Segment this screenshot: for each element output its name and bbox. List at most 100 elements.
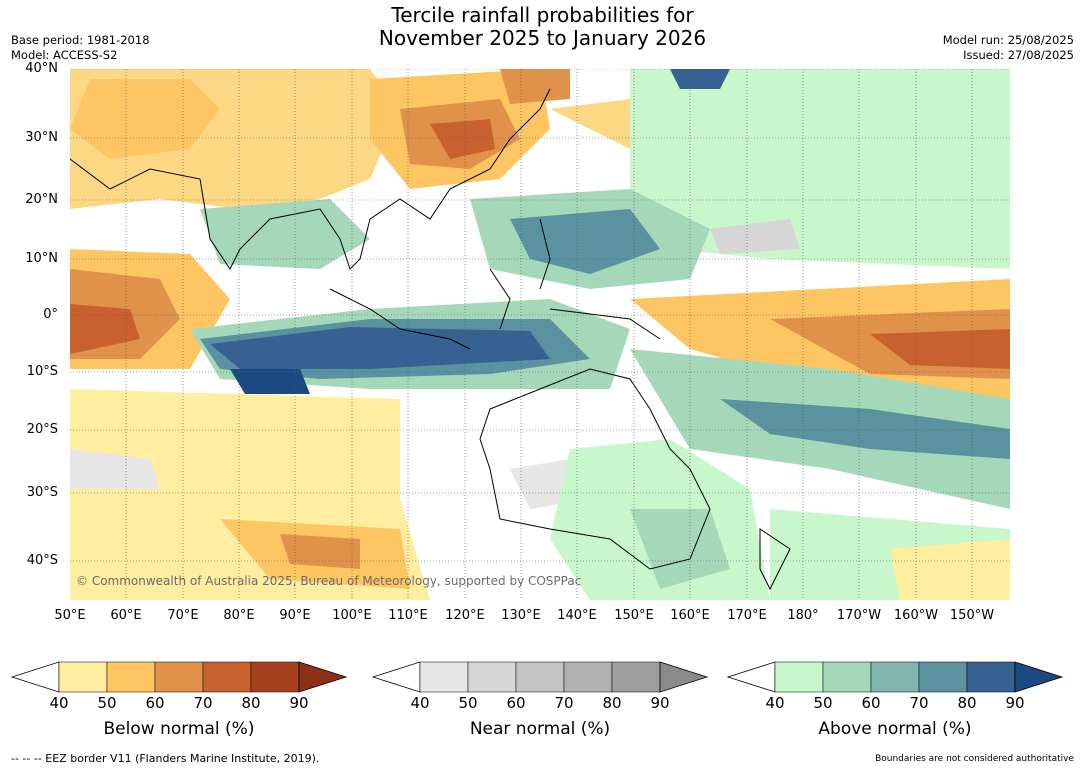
colorbar-near-swatch-4 xyxy=(563,661,613,693)
lat-label-30n: 30°N xyxy=(25,130,58,145)
lat-label-10n: 10°N xyxy=(25,251,58,266)
below-normal-japan xyxy=(500,69,570,104)
below-tick-90: 90 xyxy=(289,694,309,712)
coastline-asia xyxy=(70,88,551,270)
colorbar-below-swatch-1 xyxy=(58,661,108,693)
lon-label-70e: 70°E xyxy=(167,608,199,623)
lon-label-160e: 160°E xyxy=(670,608,710,623)
lon-label-180: 180° xyxy=(787,608,819,623)
above-normal-bay-bengal xyxy=(200,199,370,269)
colorbar-below-swatch-2 xyxy=(106,661,156,693)
issued-date: Issued: 27/08/2025 xyxy=(963,48,1074,62)
above-tick-80: 80 xyxy=(957,694,977,712)
above-tick-40: 40 xyxy=(765,694,785,712)
gridlines xyxy=(70,69,1010,600)
model-run: Model run: 25/08/2025 xyxy=(942,33,1074,47)
above-normal-east-australia-mid xyxy=(630,509,730,589)
colorbar-above-swatch-2 xyxy=(822,661,872,693)
lon-label-80e: 80°E xyxy=(223,608,255,623)
colorbar-strip xyxy=(10,661,1064,693)
below-tick-60: 60 xyxy=(145,694,165,712)
below-normal-china-core xyxy=(430,119,495,159)
lon-label-50e: 50°E xyxy=(54,608,86,623)
above-normal-philippines-mid xyxy=(510,209,660,274)
colorbar-near-normal xyxy=(371,661,709,693)
boundaries-disclaimer: Boundaries are not considered authoritat… xyxy=(875,754,1074,764)
colorbar-above-swatch-4 xyxy=(918,661,968,693)
coastline-sumatra-java xyxy=(329,288,471,350)
below-normal-title: Below normal (%) xyxy=(103,719,255,739)
below-tick-70: 70 xyxy=(193,694,213,712)
colorbar-near-left-arrow xyxy=(371,661,421,693)
near-tick-90: 90 xyxy=(650,694,670,712)
colorbar-below-left-arrow xyxy=(10,661,60,693)
lon-label-160w: 160°W xyxy=(893,608,939,623)
lon-label-170e: 170°E xyxy=(727,608,767,623)
near-tick-80: 80 xyxy=(602,694,622,712)
above-normal-indian-ocean-strong xyxy=(210,327,550,369)
near-tick-70: 70 xyxy=(554,694,574,712)
above-normal-title: Above normal (%) xyxy=(818,719,972,739)
lon-label-150w: 150°W xyxy=(949,608,995,623)
above-tick-90: 90 xyxy=(1005,694,1025,712)
lon-label-140e: 140°E xyxy=(557,608,597,623)
near-tick-40: 40 xyxy=(410,694,430,712)
near-normal-patch-1 xyxy=(70,449,160,489)
colorbar-near-right-arrow xyxy=(659,661,709,693)
colorbar-below-swatch-4 xyxy=(202,661,252,693)
model-name: Model: ACCESS-S2 xyxy=(11,48,118,62)
lon-label-100e: 100°E xyxy=(332,608,372,623)
above-tick-70: 70 xyxy=(909,694,929,712)
above-normal-indian-ocean-core xyxy=(230,369,310,394)
colorbar-above-left-arrow xyxy=(726,661,776,693)
colorbar-near-swatch-3 xyxy=(515,661,565,693)
lon-label-150e: 150°E xyxy=(614,608,654,623)
colorbar-below-swatch-5 xyxy=(250,661,300,693)
colorbar-below-normal xyxy=(10,661,348,693)
colorbar-below-swatch-3 xyxy=(154,661,204,693)
lat-label-40n: 40°N xyxy=(25,61,58,76)
below-tick-40: 40 xyxy=(49,694,69,712)
copyright-notice: © Commonwealth of Australia 2025, Bureau… xyxy=(76,574,582,588)
colorbar-above-right-arrow xyxy=(1014,661,1064,693)
lon-label-60e: 60°E xyxy=(110,608,142,623)
below-normal-central-pacific-core xyxy=(870,329,1010,369)
lon-label-130e: 130°E xyxy=(501,608,541,623)
colorbar-near-swatch-5 xyxy=(611,661,661,693)
lon-label-170w: 170°W xyxy=(836,608,882,623)
above-normal-north-pacific xyxy=(630,69,1010,269)
meta-left: Base period: 1981-2018 Model: ACCESS-S2 xyxy=(11,33,150,63)
coastline-new-guinea xyxy=(549,308,661,340)
coastline-new-zealand xyxy=(759,528,791,591)
below-normal-west-indian-core xyxy=(70,304,140,354)
above-tick-60: 60 xyxy=(861,694,881,712)
coastline-borneo xyxy=(489,268,511,330)
lon-label-120e: 120°E xyxy=(445,608,485,623)
lat-label-30s: 30°S xyxy=(26,485,58,500)
base-period: Base period: 1981-2018 xyxy=(11,33,150,47)
below-tick-50: 50 xyxy=(97,694,117,712)
probability-map xyxy=(70,69,1010,600)
colorbar-above-swatch-1 xyxy=(774,661,824,693)
near-normal-title: Near normal (%) xyxy=(469,719,611,739)
eez-border-note: -- -- -- EEZ border V11 (Flanders Marine… xyxy=(11,752,320,765)
map-fields xyxy=(70,69,1010,600)
colorbar-above-swatch-5 xyxy=(966,661,1016,693)
title-line-1: Tercile rainfall probabilities for xyxy=(391,3,694,27)
near-normal-patch-3 xyxy=(710,219,800,254)
below-normal-arabia xyxy=(70,79,220,159)
title-line-2: November 2025 to January 2026 xyxy=(378,26,707,50)
above-tick-50: 50 xyxy=(813,694,833,712)
lat-label-10s: 10°S xyxy=(26,364,58,379)
above-normal-north-pacific-core xyxy=(670,69,730,89)
colorbar-above-swatch-3 xyxy=(870,661,920,693)
below-tick-80: 80 xyxy=(241,694,261,712)
map-title: Tercile rainfall probabilities for Novem… xyxy=(0,4,1085,50)
near-tick-50: 50 xyxy=(458,694,478,712)
lat-label-40s: 40°S xyxy=(26,553,58,568)
above-normal-sw-pacific-core xyxy=(720,399,1010,459)
coastline-australia xyxy=(479,368,711,570)
lat-label-20s: 20°S xyxy=(26,422,58,437)
near-tick-60: 60 xyxy=(506,694,526,712)
lat-label-20n: 20°N xyxy=(25,192,58,207)
